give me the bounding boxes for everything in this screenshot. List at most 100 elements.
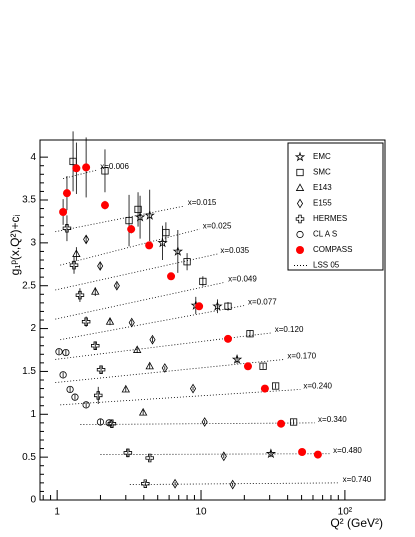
fit-label: x=0.077 — [248, 298, 277, 307]
y-axis-label: g₁ᵖ(x,Q²)+cᵢ — [8, 214, 22, 275]
fit-line — [55, 281, 226, 320]
marker-filled-circle — [260, 384, 269, 393]
fit-label: x=0.015 — [188, 198, 217, 207]
marker-diamond — [172, 478, 179, 489]
y-tick-label: 2 — [30, 323, 36, 334]
marker-circle — [55, 348, 63, 356]
y-tick-label: 3 — [30, 237, 36, 248]
marker-square — [162, 228, 170, 237]
marker-circle — [66, 385, 74, 394]
marker-filled-circle — [195, 302, 204, 311]
fit-label: x=0.049 — [228, 274, 257, 283]
marker-square — [101, 167, 109, 175]
y-tick-label: 0.5 — [22, 452, 36, 463]
marker-filled-circle — [145, 241, 154, 250]
marker-triangle — [138, 407, 148, 416]
marker-star — [134, 211, 146, 222]
marker-triangle — [121, 384, 130, 393]
legend-label: LSS 05 — [313, 261, 340, 270]
marker-diamond — [190, 383, 197, 394]
marker-square — [125, 216, 133, 225]
legend-label: HERMES — [313, 214, 347, 223]
marker-circle — [59, 371, 67, 379]
x-axis-label: Q² (GeV²) — [330, 516, 383, 530]
marker-triangle — [105, 317, 115, 325]
marker-square — [183, 258, 191, 266]
marker-square — [134, 205, 142, 214]
marker-cross — [145, 453, 154, 463]
marker-cross — [69, 260, 79, 270]
fit-line — [60, 305, 246, 341]
fit-label: x=0.170 — [287, 352, 316, 361]
fit-line — [60, 228, 200, 266]
legend-label: E143 — [313, 183, 332, 192]
fit-label: x=0.340 — [318, 415, 347, 424]
marker-square — [246, 330, 254, 338]
marker-cross — [62, 224, 72, 233]
marker-circle — [82, 401, 90, 409]
marker-square — [224, 302, 232, 310]
legend-label: COMPASS — [313, 245, 352, 254]
marker-cross — [93, 391, 103, 400]
marker-diamond — [296, 198, 304, 209]
x-tick-label: 10² — [338, 507, 353, 518]
y-tick-label: 4 — [30, 152, 36, 163]
marker-circle — [105, 419, 113, 427]
marker-star — [265, 448, 277, 459]
marker-filled-circle — [82, 163, 91, 172]
marker-diamond — [83, 234, 90, 245]
y-tick-label: 1 — [30, 409, 36, 420]
x-tick-label: 1 — [54, 507, 60, 518]
marker-circle — [71, 393, 79, 401]
x-tick-label: 10 — [195, 507, 207, 518]
marker-filled-circle — [224, 334, 233, 343]
legend-box — [287, 142, 384, 271]
marker-filled-circle — [59, 208, 68, 216]
marker-cross — [141, 479, 150, 488]
marker-triangle — [91, 287, 100, 295]
marker-star — [144, 209, 155, 220]
marker-diamond — [220, 451, 227, 462]
marker-cross — [75, 290, 85, 300]
marker-filled-circle — [127, 225, 136, 234]
legend-label: EMC — [313, 152, 331, 161]
marker-square — [272, 382, 280, 390]
marker-triangle — [132, 345, 142, 353]
fit-line — [60, 389, 301, 406]
marker-filled-circle — [243, 362, 252, 371]
fit-line — [100, 453, 331, 455]
marker-triangle — [72, 249, 81, 257]
marker-star — [294, 151, 306, 162]
fit-line — [55, 332, 272, 360]
marker-diamond — [97, 261, 104, 271]
marker-cross — [123, 448, 133, 458]
fit-label: x=0.006 — [100, 162, 129, 171]
marker-square — [289, 418, 298, 426]
marker-cross — [295, 214, 305, 224]
marker-diamond — [149, 334, 156, 345]
y-tick-label: 1.5 — [22, 366, 36, 377]
marker-filled-circle — [296, 246, 304, 254]
marker-circle — [96, 418, 105, 426]
legend-label: SMC — [313, 168, 331, 177]
fit-label: x=0.240 — [303, 382, 332, 391]
fit-label: x=0.120 — [275, 325, 304, 334]
marker-filled-circle — [100, 201, 109, 210]
fit-label: x=0.740 — [343, 475, 372, 484]
fit-line — [55, 253, 218, 291]
marker-circle — [62, 348, 70, 357]
marker-cross — [107, 419, 117, 428]
y-tick-label: 0 — [30, 495, 36, 506]
legend-label: CL A S — [313, 230, 337, 239]
marker-circle — [296, 230, 304, 239]
legend-label: E155 — [313, 199, 332, 208]
marker-square — [259, 362, 267, 370]
marker-triangle — [295, 183, 305, 191]
marker-filled-circle — [298, 448, 307, 456]
fit-line — [63, 169, 98, 179]
marker-filled-circle — [167, 272, 176, 281]
marker-filled-circle — [277, 419, 286, 428]
marker-star — [212, 300, 223, 311]
y-tick-label: 3.5 — [22, 195, 36, 206]
